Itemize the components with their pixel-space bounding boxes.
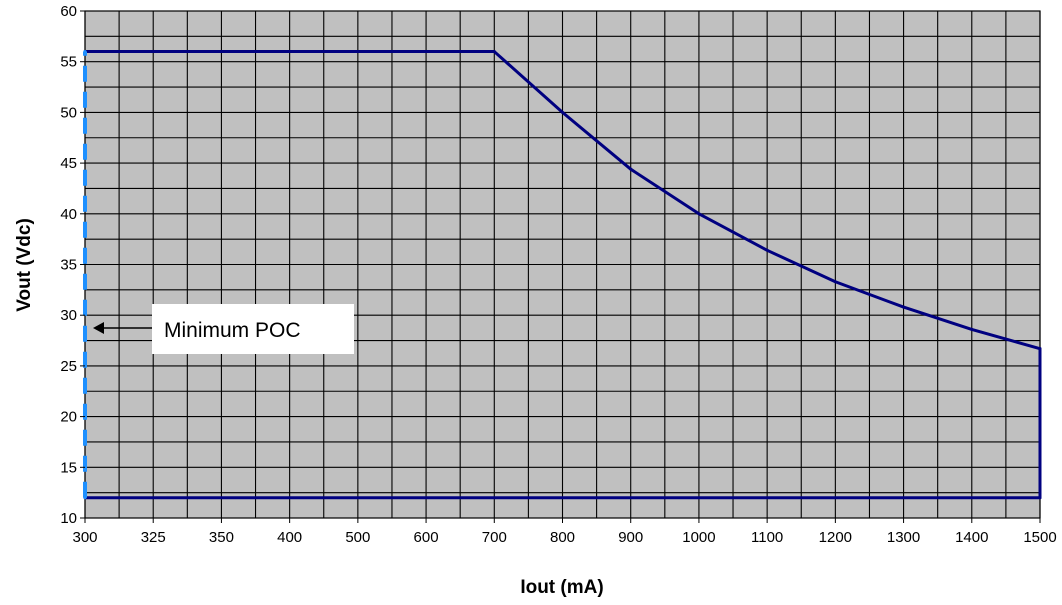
data-point-upper-boundary <box>697 212 701 216</box>
annotation-group: Minimum POC <box>93 304 354 354</box>
annotation-box <box>152 304 354 354</box>
data-point-right-boundary <box>1038 496 1042 500</box>
series-line-upper-boundary <box>85 50 1041 351</box>
y-tick-label: 30 <box>60 307 77 324</box>
data-point-upper-boundary <box>561 110 564 114</box>
y-tick-label: 50 <box>60 104 77 121</box>
data-point-upper-boundary <box>833 280 837 284</box>
data-point-upper-boundary <box>765 248 769 252</box>
data-point-upper-boundary <box>492 50 496 54</box>
x-tick-label: 350 <box>209 529 234 546</box>
x-axis-title: Iout (mA) <box>520 577 603 598</box>
x-tick-label: 1500 <box>1023 529 1056 546</box>
data-point-right-boundary <box>1038 347 1042 351</box>
x-tick-label: 300 <box>72 529 97 546</box>
series-group <box>83 50 1042 500</box>
y-tick-label: 25 <box>60 358 77 375</box>
y-tick-label: 10 <box>60 510 77 527</box>
grid <box>84 10 1041 519</box>
data-point-minimum-poc <box>83 50 87 54</box>
x-tick-label: 1200 <box>819 529 852 546</box>
y-tick-label: 20 <box>60 409 77 426</box>
y-tick-label: 60 <box>60 3 77 20</box>
x-tick-label: 700 <box>482 529 507 546</box>
x-tick-label: 400 <box>277 529 302 546</box>
arrow-left-icon <box>93 322 104 334</box>
annotation-label: Minimum POC <box>164 319 301 342</box>
x-tick-label: 1100 <box>751 529 783 546</box>
data-point-upper-boundary <box>970 327 974 331</box>
data-point-minimum-poc <box>83 496 87 500</box>
x-tick-label: 800 <box>550 529 575 546</box>
x-tick-label: 900 <box>618 529 643 546</box>
tick-group: 300 325 350 400 500 600 700 800 900 1000 1100 1200 1… <box>60 3 1056 546</box>
y-tick-label: 35 <box>60 257 77 274</box>
x-tick-label: 1000 <box>682 529 715 546</box>
data-point-upper-boundary <box>629 167 633 171</box>
data-point-upper-boundary <box>902 305 906 309</box>
x-tick-label: 1300 <box>887 529 920 546</box>
y-axis-title: Vout (Vdc) <box>14 218 35 312</box>
x-tick-label: 1400 <box>955 529 988 546</box>
y-tick-label: 55 <box>60 54 77 71</box>
x-tick-label: 325 <box>141 529 166 546</box>
x-tick-label: 600 <box>414 529 439 546</box>
x-tick-label: 500 <box>345 529 370 546</box>
y-tick-label: 15 <box>60 459 77 476</box>
y-tick-label: 40 <box>60 206 77 223</box>
y-tick-label: 45 <box>60 155 77 172</box>
